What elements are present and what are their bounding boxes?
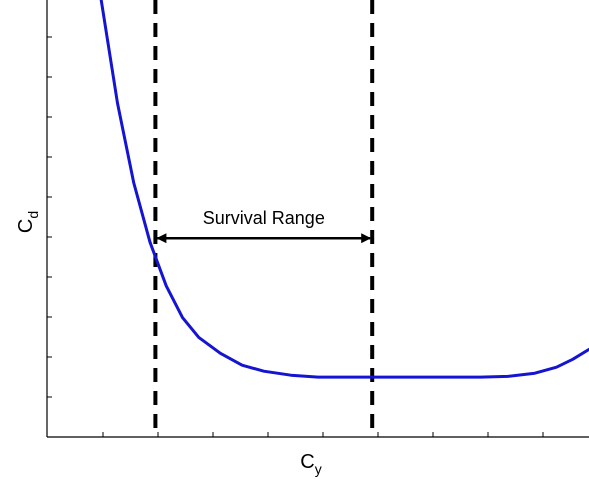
series-layer <box>99 0 589 379</box>
y-axis-label-main: C <box>15 219 37 233</box>
x-axis-label-sub: y <box>315 461 322 477</box>
x-axis-label: Cy <box>300 451 321 477</box>
annotation-layer: Survival Range <box>156 208 372 244</box>
survival-range-label: Survival Range <box>203 208 325 228</box>
y-axis-label-sub: d <box>25 211 41 219</box>
x-axis-label-main: C <box>300 451 314 473</box>
y-axis-label: Cd <box>15 211 41 233</box>
reference-lines <box>153 0 375 437</box>
axis-ticks <box>47 36 544 438</box>
series-line <box>99 0 589 379</box>
